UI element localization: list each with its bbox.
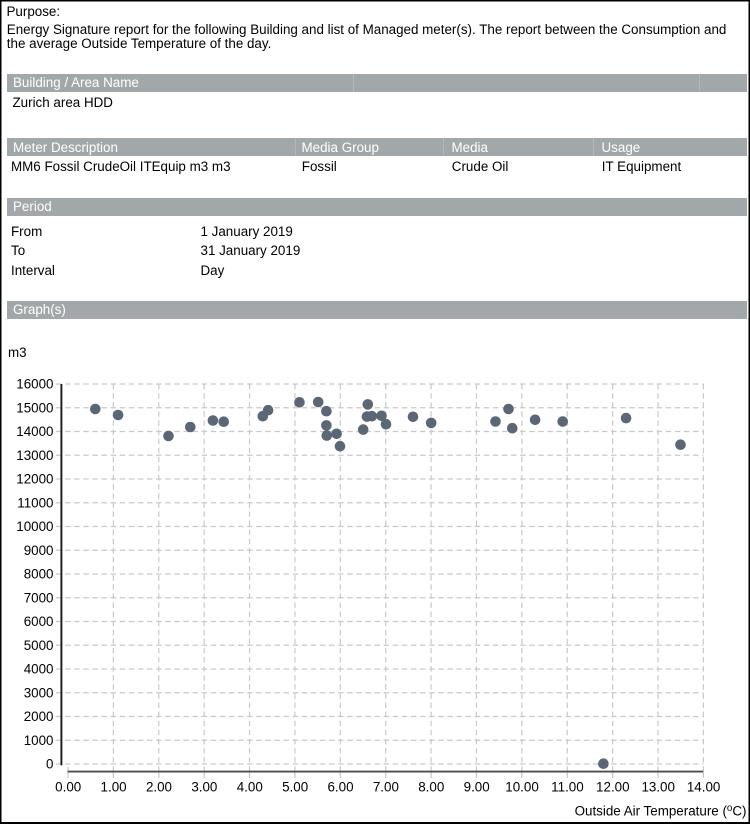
svg-text:2000: 2000 [24,709,54,724]
svg-text:10000: 10000 [16,519,53,534]
svg-text:8.00: 8.00 [418,779,444,794]
svg-text:8000: 8000 [24,567,54,582]
svg-text:0: 0 [46,757,53,772]
svg-text:6.00: 6.00 [327,779,353,794]
svg-text:6000: 6000 [24,614,54,629]
svg-text:1000: 1000 [24,733,54,748]
svg-text:4.00: 4.00 [237,779,263,794]
svg-text:14000: 14000 [16,424,53,439]
svg-text:3.00: 3.00 [191,779,217,794]
svg-text:5.00: 5.00 [282,779,308,794]
svg-text:0.00: 0.00 [55,779,81,794]
svg-text:9.00: 9.00 [464,779,490,794]
svg-text:3000: 3000 [24,685,54,700]
svg-text:16000: 16000 [16,377,53,392]
svg-text:Outside Air Temperature (oC): Outside Air Temperature (oC) [575,803,747,818]
svg-text:11000: 11000 [17,495,53,510]
svg-text:9000: 9000 [24,543,54,558]
svg-text:12.00: 12.00 [596,779,630,794]
svg-text:1.00: 1.00 [101,779,127,794]
svg-text:10.00: 10.00 [505,779,539,794]
svg-text:7.00: 7.00 [373,779,399,794]
svg-text:4000: 4000 [24,662,54,677]
svg-text:7000: 7000 [24,590,54,605]
svg-text:2.00: 2.00 [146,779,172,794]
svg-text:5000: 5000 [24,638,54,653]
svg-text:11.00: 11.00 [551,779,584,794]
svg-text:13.00: 13.00 [641,779,675,794]
svg-text:15000: 15000 [16,400,53,415]
svg-text:14.00: 14.00 [687,779,721,794]
svg-text:13000: 13000 [16,448,53,463]
svg-text:12000: 12000 [16,472,53,487]
